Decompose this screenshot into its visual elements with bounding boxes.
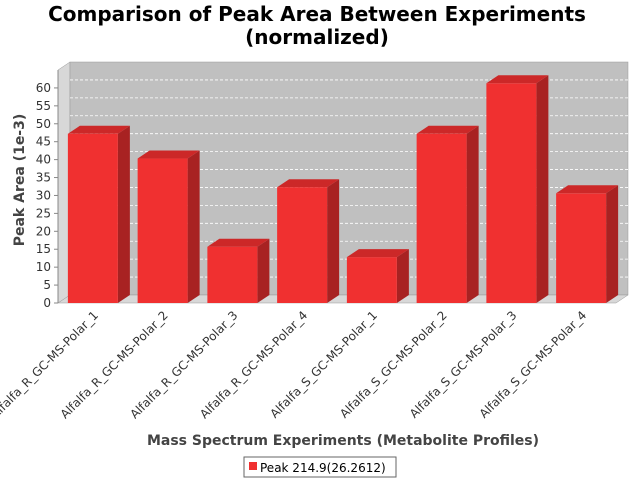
bars-group xyxy=(67,75,619,303)
x-tick-label: Alfalfa_R_GC-MS-Polar_1 xyxy=(0,308,101,421)
y-tick-label: 10 xyxy=(36,260,51,274)
y-tick-label: 30 xyxy=(36,188,51,202)
bar-side xyxy=(466,125,479,303)
bar-front xyxy=(137,158,188,303)
bar-front xyxy=(556,193,607,303)
bar xyxy=(67,125,130,303)
bar-top xyxy=(67,125,130,134)
bar-top xyxy=(277,179,340,188)
bar-top xyxy=(346,249,409,258)
bar xyxy=(277,179,340,303)
bar xyxy=(207,238,270,303)
chart-title-line-2: (normalized) xyxy=(245,25,389,49)
y-tick-label: 20 xyxy=(36,224,51,238)
bar xyxy=(137,150,200,303)
bar-front xyxy=(67,133,118,303)
y-tick-label: 45 xyxy=(36,135,51,149)
bar-front xyxy=(486,83,537,303)
bar-front xyxy=(346,257,397,303)
legend: Peak 214.9(26.2612) xyxy=(243,456,397,478)
y-tick-label: 15 xyxy=(36,242,51,256)
bar-side xyxy=(396,249,409,303)
y-tick-label: 0 xyxy=(43,296,51,310)
bar-front xyxy=(416,133,467,303)
bar-side xyxy=(257,238,270,303)
y-tick-label: 40 xyxy=(36,153,51,167)
bar xyxy=(346,249,409,303)
bar-front xyxy=(207,246,258,303)
y-tick-label: 5 xyxy=(43,278,51,292)
chart-title-line-1: Comparison of Peak Area Between Experime… xyxy=(48,2,586,26)
bar-side xyxy=(187,150,200,303)
bar-side xyxy=(117,125,130,303)
bar-top xyxy=(416,125,479,134)
legend-box xyxy=(243,456,397,478)
bar-front xyxy=(277,187,328,303)
bar xyxy=(416,125,479,303)
bar-top xyxy=(486,75,549,84)
x-axis: Alfalfa_R_GC-MS-Polar_1Alfalfa_R_GC-MS-P… xyxy=(0,308,589,421)
y-axis: 0 5 10 15 20 25 30 35 40 45 50 55 60 xyxy=(36,70,59,310)
x-axis-label: Mass Spectrum Experiments (Metabolite Pr… xyxy=(147,433,539,449)
bar xyxy=(486,75,549,303)
bar-top xyxy=(207,238,270,247)
y-tick-label: 60 xyxy=(36,81,51,95)
legend-swatch xyxy=(249,462,257,470)
bar-side xyxy=(606,185,619,303)
bar xyxy=(556,185,619,303)
y-tick-label: 25 xyxy=(36,206,51,220)
bar-top xyxy=(556,185,619,194)
bar-side xyxy=(327,179,340,303)
y-axis-label: Peak Area (1e-3) xyxy=(12,114,28,247)
y-tick-label: 55 xyxy=(36,99,51,113)
y-tick-label: 35 xyxy=(36,171,51,185)
y-tick-label: 50 xyxy=(36,117,51,131)
legend-label: Peak 214.9(26.2612) xyxy=(260,461,386,475)
bar-top xyxy=(137,150,200,159)
bar-side xyxy=(536,75,549,303)
